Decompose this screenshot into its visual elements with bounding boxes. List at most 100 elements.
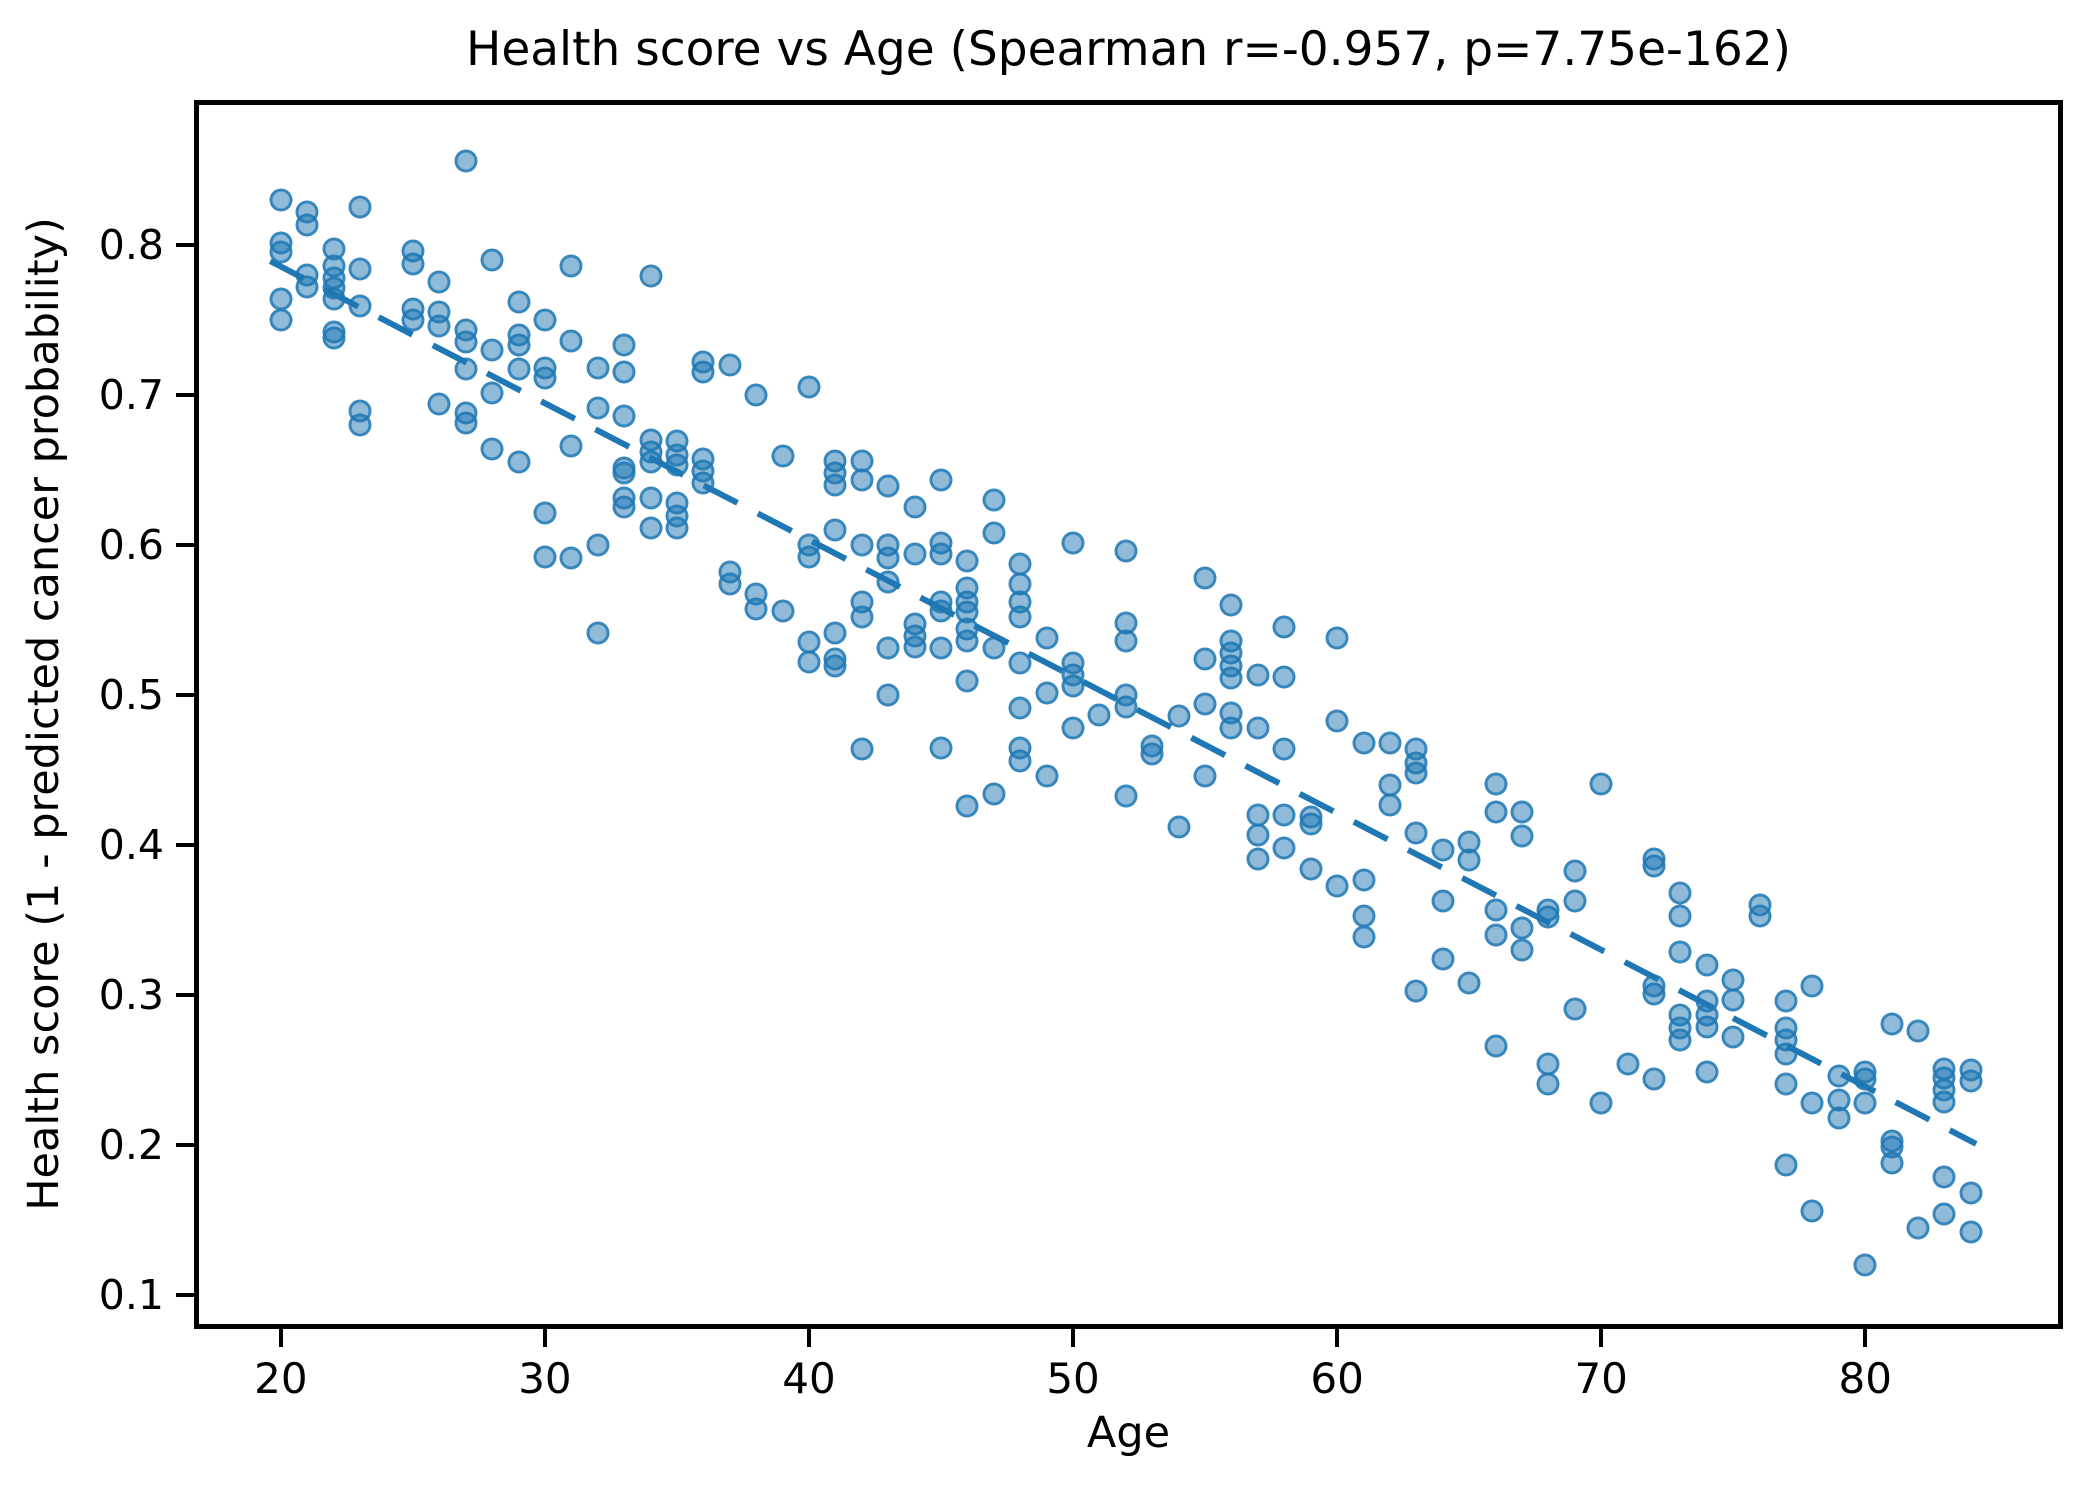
data-point bbox=[427, 270, 451, 294]
data-point bbox=[480, 437, 504, 461]
data-point bbox=[929, 468, 953, 492]
y-tick-mark bbox=[176, 392, 194, 397]
data-point bbox=[691, 471, 715, 495]
data-point bbox=[1932, 1202, 1956, 1226]
data-point bbox=[639, 486, 663, 510]
y-tick-label: 0.1 bbox=[98, 1271, 164, 1320]
data-point bbox=[1800, 1199, 1824, 1223]
data-point bbox=[586, 621, 610, 645]
data-point bbox=[559, 546, 583, 570]
x-tick-mark bbox=[542, 1329, 547, 1347]
y-tick-label: 0.7 bbox=[98, 370, 164, 419]
data-point bbox=[876, 636, 900, 660]
data-point bbox=[269, 240, 293, 264]
data-point bbox=[1906, 1019, 1930, 1043]
data-point bbox=[982, 636, 1006, 660]
data-point bbox=[1193, 764, 1217, 788]
data-point bbox=[1906, 1216, 1930, 1240]
data-point bbox=[1774, 1072, 1798, 1096]
data-point bbox=[1352, 904, 1376, 928]
data-point bbox=[1008, 696, 1032, 720]
chart-title: Health score vs Age (Spearman r=-0.957, … bbox=[466, 22, 1791, 77]
data-point bbox=[850, 533, 874, 557]
data-point bbox=[982, 488, 1006, 512]
y-tick-label: 0.5 bbox=[98, 670, 164, 719]
data-point bbox=[1800, 1091, 1824, 1115]
data-point bbox=[1642, 1067, 1666, 1091]
data-point bbox=[823, 654, 847, 678]
y-tick-mark bbox=[176, 242, 194, 247]
x-tick-mark bbox=[1071, 1329, 1076, 1347]
data-point bbox=[401, 252, 425, 276]
data-point bbox=[295, 213, 319, 237]
data-point bbox=[929, 636, 953, 660]
data-point bbox=[322, 326, 346, 350]
data-point bbox=[1800, 974, 1824, 998]
data-point bbox=[1695, 1015, 1719, 1039]
data-point bbox=[639, 516, 663, 540]
data-point bbox=[533, 366, 557, 390]
data-point bbox=[982, 782, 1006, 806]
data-point bbox=[1246, 823, 1270, 847]
data-point bbox=[1668, 881, 1692, 905]
data-point bbox=[718, 572, 742, 596]
y-tick-mark bbox=[176, 843, 194, 848]
data-point bbox=[1510, 916, 1534, 940]
x-tick-label: 80 bbox=[1838, 1354, 1892, 1403]
data-point bbox=[1563, 859, 1587, 883]
data-point bbox=[876, 546, 900, 570]
data-point bbox=[691, 360, 715, 384]
data-point bbox=[1246, 716, 1270, 740]
data-point bbox=[665, 516, 689, 540]
data-point bbox=[1774, 1153, 1798, 1177]
data-point bbox=[480, 381, 504, 405]
data-point bbox=[454, 149, 478, 173]
data-point bbox=[1087, 703, 1111, 726]
data-point bbox=[1325, 874, 1349, 898]
data-point bbox=[1352, 925, 1376, 949]
data-point bbox=[1114, 539, 1138, 563]
data-point bbox=[1008, 651, 1032, 675]
data-point bbox=[1167, 704, 1191, 728]
data-point bbox=[348, 294, 372, 318]
data-point bbox=[1404, 979, 1428, 1003]
data-point bbox=[1959, 1220, 1983, 1244]
data-point bbox=[612, 360, 636, 384]
data-point bbox=[1061, 674, 1085, 698]
data-point bbox=[639, 264, 663, 288]
data-point bbox=[454, 411, 478, 435]
data-point bbox=[1642, 854, 1666, 878]
data-point bbox=[1272, 836, 1296, 860]
data-point bbox=[929, 736, 953, 760]
y-tick-mark bbox=[176, 1293, 194, 1298]
data-point bbox=[718, 353, 742, 377]
data-point bbox=[744, 597, 768, 621]
y-tick-mark bbox=[176, 1143, 194, 1148]
data-point bbox=[665, 453, 689, 477]
data-point bbox=[612, 495, 636, 519]
data-point bbox=[1695, 1060, 1719, 1084]
x-tick-label: 70 bbox=[1574, 1354, 1628, 1403]
data-point bbox=[1880, 1012, 1904, 1036]
data-point bbox=[929, 599, 953, 623]
data-point bbox=[1008, 749, 1032, 773]
data-point bbox=[1668, 904, 1692, 928]
data-point bbox=[559, 434, 583, 458]
data-point bbox=[1246, 663, 1270, 687]
data-point bbox=[903, 495, 927, 519]
trend-line bbox=[268, 258, 1978, 1147]
data-point bbox=[480, 248, 504, 272]
data-point bbox=[269, 308, 293, 332]
data-point bbox=[1668, 1028, 1692, 1052]
data-point bbox=[1589, 772, 1613, 796]
data-point bbox=[1219, 593, 1243, 617]
data-point bbox=[1853, 1091, 1877, 1115]
data-point bbox=[903, 542, 927, 566]
data-point bbox=[1431, 838, 1455, 862]
data-point bbox=[1853, 1067, 1877, 1091]
y-tick-label: 0.4 bbox=[98, 821, 164, 870]
data-point bbox=[955, 549, 979, 573]
data-point bbox=[1193, 692, 1217, 716]
data-point bbox=[427, 392, 451, 416]
